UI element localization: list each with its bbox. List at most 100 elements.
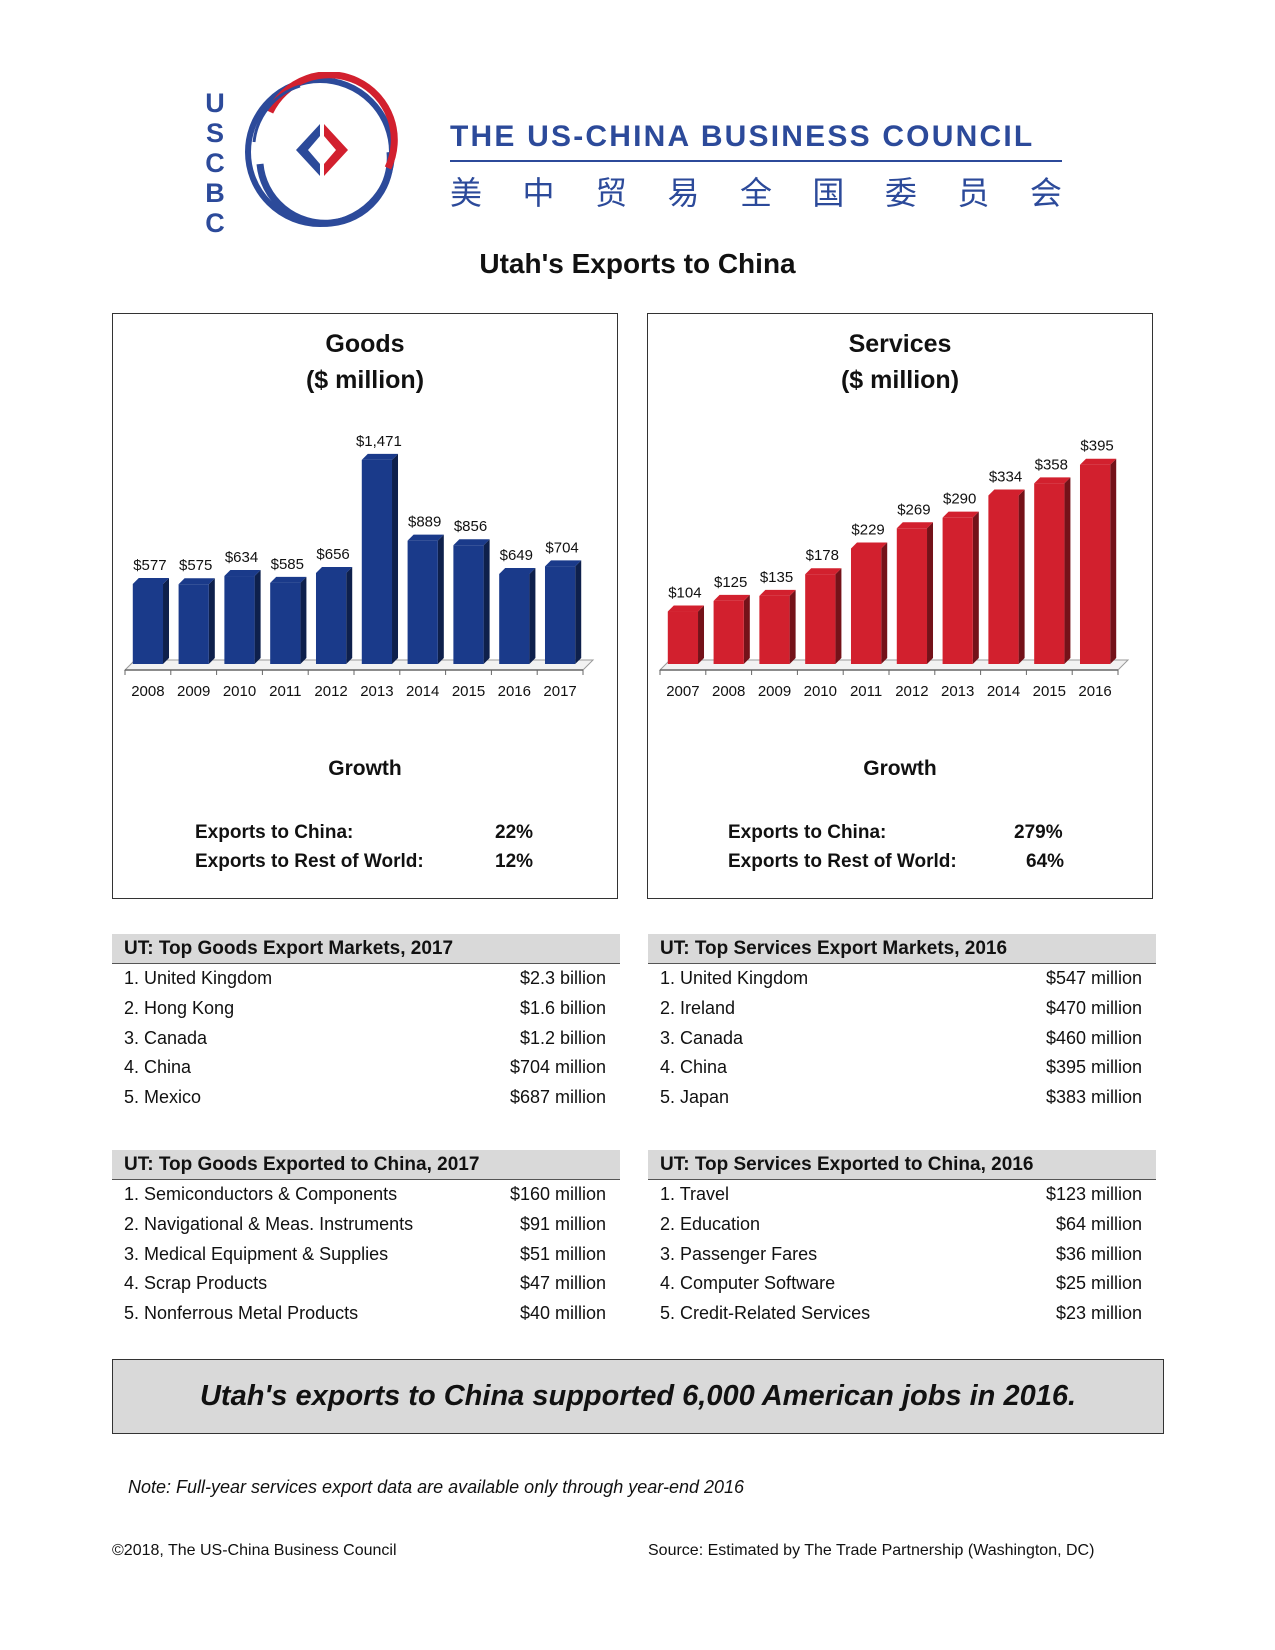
bar-side (1018, 489, 1025, 664)
services-markets-table: UT: Top Services Export Markets, 2016 1.… (648, 934, 1156, 1113)
logo-letter: C (205, 148, 225, 178)
x-tick-label: 2016 (498, 683, 531, 700)
row-label: 1. Semiconductors & Components (124, 1184, 398, 1204)
bar (759, 595, 790, 664)
bar (224, 576, 255, 664)
bar-top (805, 568, 842, 575)
bar-top (178, 578, 215, 585)
row-value: $36 million (1055, 1243, 1142, 1264)
table-row: 1. United Kingdom $2.3 billion (112, 964, 620, 994)
bar-side (881, 542, 888, 664)
bar-side (927, 522, 934, 664)
x-tick-label: 2010 (223, 683, 256, 700)
x-tick-label: 2009 (177, 683, 210, 700)
services-growth-china-value: 279% (1014, 822, 1063, 843)
table-row: 3. Canada $1.2 billion (112, 1024, 620, 1054)
data-label: $125 (714, 574, 747, 591)
row-value: $23 million (1055, 1303, 1142, 1324)
header-divider (450, 160, 1062, 162)
row-value: $91 million (519, 1213, 606, 1234)
bar (361, 459, 393, 664)
table-row: 5. Japan $383 million (648, 1083, 1156, 1113)
bar-side (529, 567, 536, 664)
logo-letter: C (205, 208, 225, 238)
row-value: $64 million (1055, 1213, 1142, 1234)
cn-char: 委 (884, 174, 917, 212)
cn-char: 中 (522, 174, 555, 212)
bar (850, 548, 882, 664)
bar-top (544, 560, 582, 567)
goods-growth-china-value: 22% (495, 822, 534, 843)
goods-growth-title: Growth (328, 757, 402, 780)
row-value: $47 million (519, 1273, 606, 1294)
table-row: 4. Scrap Products $47 million (112, 1269, 620, 1299)
x-tick-label: 2012 (314, 683, 347, 700)
table-title: UT: Top Goods Export Markets, 2017 (112, 934, 620, 964)
row-value: $383 million (1045, 1087, 1142, 1108)
bar (132, 583, 164, 664)
table-row: 5. Credit-Related Services $23 million (648, 1299, 1156, 1329)
goods-growth-china-label: Exports to China: (195, 822, 354, 843)
logo-letters: U S C B C (200, 88, 230, 238)
data-label: $585 (271, 556, 304, 573)
bar (942, 517, 973, 664)
bar (315, 572, 347, 664)
bar-side (163, 577, 170, 664)
table-row: 4. China $704 million (112, 1053, 620, 1083)
row-label: 5. Mexico (124, 1087, 202, 1108)
table-row: 3. Medical Equipment & Supplies $51 milli… (112, 1240, 620, 1270)
data-label: $395 (1080, 438, 1113, 455)
bar-top (315, 566, 353, 573)
services-chart-panel: Services ($ million) $104 2007 $125 2008 $13… (647, 313, 1153, 899)
bar (805, 574, 836, 664)
data-label: $178 (806, 547, 839, 564)
services-to-china-table: UT: Top Services Exported to China, 2016… (648, 1150, 1156, 1329)
data-label: $889 (408, 514, 441, 531)
services-chart-title-text: Services (848, 330, 952, 358)
bar (1079, 464, 1111, 664)
data-label: $1,471 (356, 433, 402, 450)
bar-top (224, 570, 261, 577)
table-row: 2. Ireland $470 million (648, 994, 1156, 1024)
x-tick-label: 2008 (712, 683, 745, 700)
table-row: 5. Nonferrous Metal Products $40 million (112, 1299, 620, 1329)
goods-markets-table: UT: Top Goods Export Markets, 2017 1. Un… (112, 934, 620, 1113)
bar-top (667, 605, 705, 612)
bar (499, 573, 530, 664)
x-tick-label: 2009 (758, 683, 791, 700)
services-growth-china-label: Exports to China: (728, 822, 887, 843)
goods-chart-title-text: Goods (325, 330, 405, 358)
bar-side (972, 511, 979, 664)
bar-top (407, 534, 444, 541)
services-growth-world-label: Exports to Rest of World: (728, 851, 957, 872)
row-value: $470 million (1045, 997, 1142, 1018)
organization-name-chinese: 美 中 贸 易 全 国 委 员 会 (450, 168, 1062, 214)
x-tick-label: 2014 (406, 683, 439, 700)
data-label: $104 (668, 585, 701, 602)
bar-side (743, 594, 750, 664)
table-row: 1. Travel $123 million (648, 1180, 1156, 1210)
row-value: $1.6 billion (519, 997, 606, 1018)
cn-char: 贸 (594, 174, 627, 212)
data-label: $656 (316, 546, 349, 563)
bar-side (437, 534, 444, 664)
data-label: $649 (500, 547, 533, 564)
cn-char: 全 (739, 174, 772, 212)
row-value: $2.3 billion (519, 968, 606, 988)
logo-letter: U (205, 88, 225, 118)
bar-top (942, 511, 979, 518)
goods-growth-world-value: 12% (495, 851, 534, 872)
goods-chart-subtitle: ($ million) (305, 366, 425, 394)
bar-side (1064, 477, 1071, 664)
table-row: 4. China $395 million (648, 1053, 1156, 1083)
uscbc-logo-icon (245, 72, 398, 227)
row-label: 1. United Kingdom (660, 968, 809, 988)
bar (407, 540, 438, 664)
table-row: 2. Education $64 million (648, 1210, 1156, 1240)
table-row: 3. Canada $460 million (648, 1024, 1156, 1054)
bar (544, 566, 576, 664)
x-tick-label: 2008 (131, 683, 164, 700)
logo-letter: B (205, 178, 225, 208)
bar (1034, 483, 1065, 664)
bar-top (361, 453, 399, 460)
